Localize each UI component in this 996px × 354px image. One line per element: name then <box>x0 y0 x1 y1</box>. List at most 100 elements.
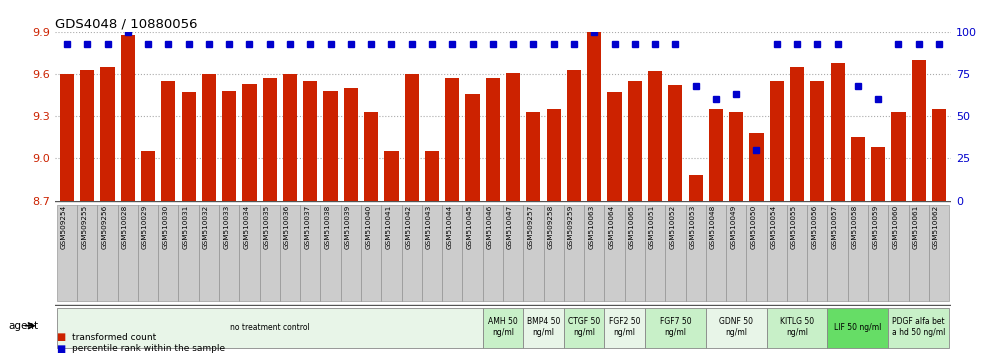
Text: GSM509255: GSM509255 <box>82 205 88 249</box>
Bar <box>810 81 825 200</box>
Text: GSM510056: GSM510056 <box>812 205 818 249</box>
Bar <box>688 175 703 200</box>
Bar <box>567 70 581 200</box>
Bar <box>807 205 828 301</box>
Text: GSM510037: GSM510037 <box>305 205 311 249</box>
Text: GSM510054: GSM510054 <box>771 205 777 249</box>
Text: GSM510038: GSM510038 <box>325 205 331 249</box>
Text: GSM510039: GSM510039 <box>345 205 351 249</box>
Bar <box>506 73 520 200</box>
Bar <box>141 151 155 200</box>
Text: ■: ■ <box>56 344 65 354</box>
Text: GSM510046: GSM510046 <box>487 205 493 249</box>
Text: GSM510051: GSM510051 <box>649 205 655 249</box>
Bar <box>790 67 804 200</box>
Bar <box>381 205 401 301</box>
Text: GSM510042: GSM510042 <box>405 205 411 249</box>
Bar <box>365 112 378 200</box>
Text: CTGF 50
ng/ml: CTGF 50 ng/ml <box>568 318 601 337</box>
Bar <box>848 205 869 301</box>
Bar <box>324 91 338 200</box>
Bar <box>645 308 706 348</box>
Bar <box>178 205 199 301</box>
Bar <box>303 81 318 200</box>
Text: transformed count: transformed count <box>72 332 156 342</box>
Bar <box>588 21 602 200</box>
Bar <box>729 112 743 200</box>
Text: GSM510059: GSM510059 <box>872 205 878 249</box>
Bar <box>645 205 665 301</box>
Bar <box>118 205 137 301</box>
Text: KITLG 50
ng/ml: KITLG 50 ng/ml <box>780 318 814 337</box>
Bar <box>300 205 321 301</box>
Text: GSM510031: GSM510031 <box>182 205 188 249</box>
Bar <box>404 74 418 200</box>
Bar <box>706 308 767 348</box>
Bar <box>767 205 787 301</box>
Bar <box>445 78 459 200</box>
Bar <box>828 205 848 301</box>
Text: GSM510032: GSM510032 <box>203 205 209 249</box>
Bar <box>749 133 764 200</box>
Bar <box>344 88 358 200</box>
Bar <box>219 205 239 301</box>
Text: GSM510062: GSM510062 <box>933 205 939 249</box>
Bar <box>158 205 178 301</box>
Bar <box>57 308 483 348</box>
Bar <box>888 308 949 348</box>
Bar <box>668 85 682 200</box>
Bar <box>564 308 605 348</box>
Text: GSM510048: GSM510048 <box>710 205 716 249</box>
Bar <box>767 308 828 348</box>
Bar <box>908 205 929 301</box>
Bar <box>709 109 723 200</box>
Text: GSM510041: GSM510041 <box>385 205 391 249</box>
Text: GSM510045: GSM510045 <box>466 205 472 249</box>
Text: GSM510047: GSM510047 <box>507 205 513 249</box>
Text: GSM510040: GSM510040 <box>366 205 372 249</box>
Bar <box>422 205 442 301</box>
Text: GSM510049: GSM510049 <box>730 205 736 249</box>
Text: GSM510035: GSM510035 <box>264 205 270 249</box>
Bar <box>465 94 480 200</box>
Text: GSM510044: GSM510044 <box>446 205 452 249</box>
Bar <box>242 84 257 200</box>
Bar <box>222 91 236 200</box>
Bar <box>929 205 949 301</box>
Bar <box>121 35 134 200</box>
Bar <box>746 205 767 301</box>
Bar <box>726 205 746 301</box>
Bar <box>605 205 624 301</box>
Bar <box>60 74 74 200</box>
Bar <box>787 205 807 301</box>
Bar <box>584 205 605 301</box>
Text: GSM509257: GSM509257 <box>528 205 534 249</box>
Bar <box>401 205 422 301</box>
Bar <box>706 205 726 301</box>
Text: PDGF alfa bet
a hd 50 ng/ml: PDGF alfa bet a hd 50 ng/ml <box>892 318 945 337</box>
Text: GSM510050: GSM510050 <box>751 205 757 249</box>
Bar <box>831 63 845 200</box>
Text: GSM510036: GSM510036 <box>284 205 290 249</box>
Bar <box>605 308 645 348</box>
Bar <box>685 205 706 301</box>
Bar <box>321 205 341 301</box>
Bar <box>523 308 564 348</box>
Text: GSM510057: GSM510057 <box>832 205 838 249</box>
Bar <box>361 205 381 301</box>
Text: GDNF 50
ng/ml: GDNF 50 ng/ml <box>719 318 753 337</box>
Text: percentile rank within the sample: percentile rank within the sample <box>72 344 225 353</box>
Text: BMP4 50
ng/ml: BMP4 50 ng/ml <box>527 318 560 337</box>
Bar <box>564 205 584 301</box>
Text: agent: agent <box>8 321 38 331</box>
Bar <box>851 137 865 200</box>
Text: AMH 50
ng/ml: AMH 50 ng/ml <box>488 318 518 337</box>
Text: GSM510034: GSM510034 <box>243 205 249 249</box>
Bar <box>239 205 260 301</box>
Text: ■: ■ <box>56 332 65 342</box>
Bar <box>199 205 219 301</box>
Text: GSM510061: GSM510061 <box>912 205 918 249</box>
Text: GSM510055: GSM510055 <box>791 205 797 249</box>
Text: GSM510053: GSM510053 <box>689 205 695 249</box>
Text: GSM510064: GSM510064 <box>609 205 615 249</box>
